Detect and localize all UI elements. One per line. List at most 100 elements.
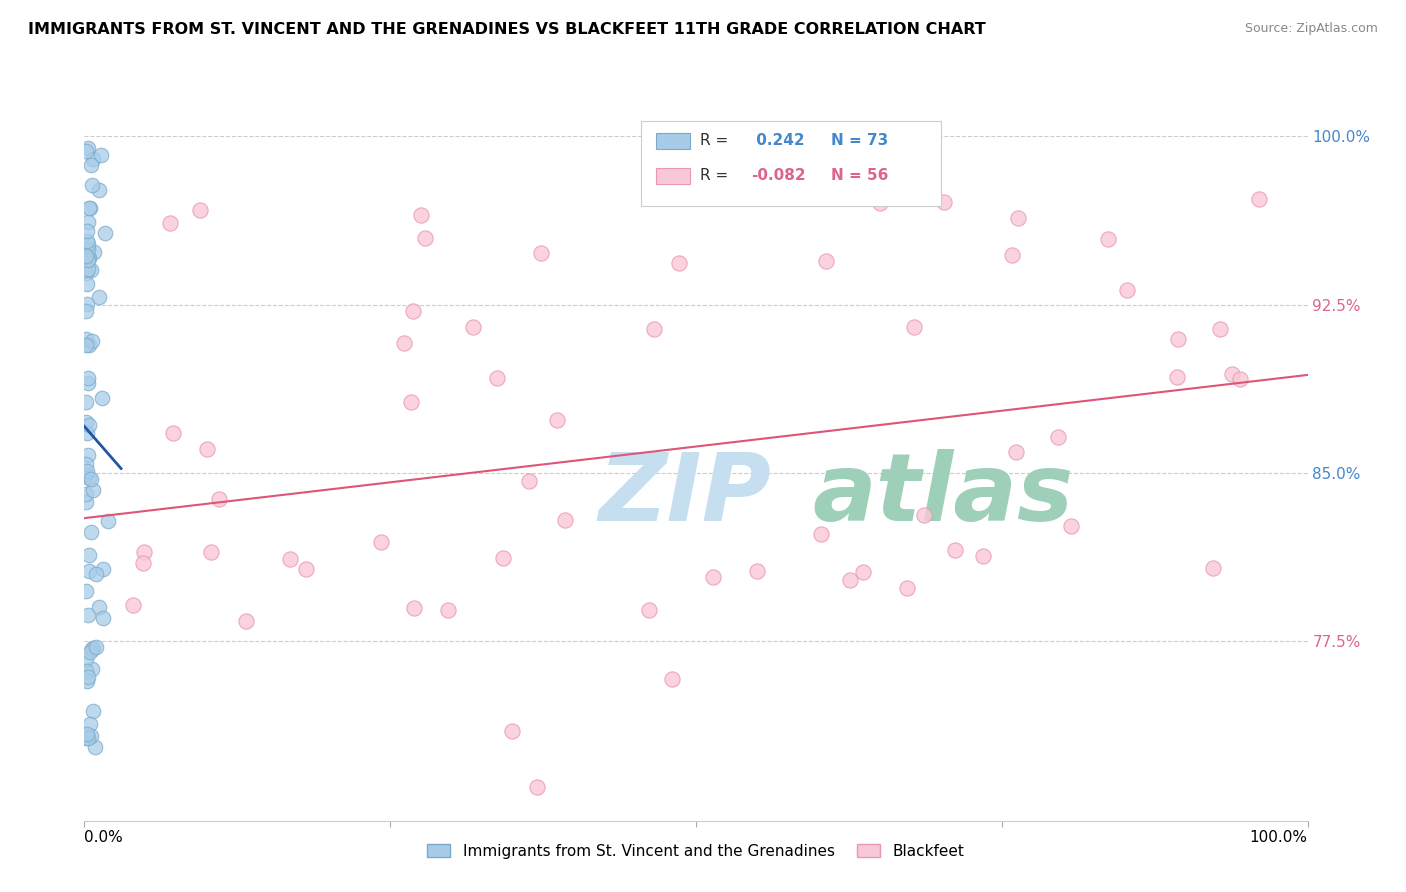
- Point: [76, 425, 98, 440]
- Point: [94, 226, 117, 240]
- Point: [409, 208, 432, 222]
- Point: [162, 425, 184, 440]
- FancyBboxPatch shape: [655, 133, 690, 149]
- Point: [75, 144, 97, 158]
- Point: [91, 562, 114, 576]
- Point: [80, 262, 103, 277]
- Point: [77, 548, 100, 562]
- Point: [1247, 192, 1270, 206]
- Point: [77, 376, 100, 390]
- Point: [80, 178, 103, 192]
- Point: [1060, 519, 1083, 533]
- Point: [838, 573, 860, 587]
- Point: [404, 601, 426, 615]
- Point: [502, 723, 524, 738]
- Point: [76, 253, 98, 268]
- Point: [97, 514, 120, 528]
- Text: R =: R =: [700, 133, 733, 148]
- Point: [1001, 247, 1024, 261]
- Point: [401, 395, 423, 409]
- Point: [77, 202, 100, 216]
- Point: [132, 556, 155, 570]
- Point: [84, 739, 107, 754]
- Point: [76, 297, 98, 311]
- Text: 0.0%: 0.0%: [84, 830, 124, 845]
- Point: [93, 611, 115, 625]
- Point: [526, 780, 548, 794]
- Point: [159, 216, 181, 230]
- Text: IMMIGRANTS FROM ST. VINCENT AND THE GRENADINES VS BLACKFEET 11TH GRADE CORRELATI: IMMIGRANTS FROM ST. VINCENT AND THE GREN…: [28, 22, 986, 37]
- Point: [76, 262, 98, 277]
- Text: ZIP: ZIP: [598, 449, 770, 541]
- Point: [91, 391, 114, 405]
- Point: [1229, 372, 1251, 386]
- Point: [77, 417, 100, 432]
- Point: [491, 551, 513, 566]
- Text: -0.082: -0.082: [751, 168, 806, 183]
- Point: [638, 602, 661, 616]
- Point: [370, 535, 392, 549]
- Point: [668, 255, 690, 269]
- Text: Source: ZipAtlas.com: Source: ZipAtlas.com: [1244, 22, 1378, 36]
- Point: [80, 642, 103, 657]
- Point: [972, 549, 994, 563]
- Point: [546, 413, 568, 427]
- Point: [702, 569, 724, 583]
- Point: [188, 203, 211, 218]
- Point: [87, 183, 110, 197]
- Text: R =: R =: [700, 168, 733, 183]
- Point: [87, 290, 110, 304]
- Point: [195, 442, 218, 456]
- Point: [75, 583, 97, 598]
- Point: [485, 371, 508, 385]
- Point: [75, 395, 97, 409]
- Point: [84, 640, 107, 655]
- Point: [75, 457, 97, 471]
- Point: [75, 415, 97, 429]
- Point: [413, 230, 436, 244]
- Point: [76, 234, 98, 248]
- Point: [1167, 332, 1189, 346]
- Point: [76, 277, 98, 291]
- Point: [1007, 211, 1029, 226]
- Point: [530, 246, 553, 260]
- Point: [75, 332, 97, 346]
- Point: [132, 545, 155, 559]
- Point: [903, 320, 925, 334]
- Point: [852, 566, 875, 580]
- Point: [295, 562, 318, 576]
- Point: [76, 671, 98, 685]
- Point: [77, 608, 100, 623]
- Point: [77, 338, 100, 352]
- Point: [87, 599, 110, 614]
- Point: [554, 512, 576, 526]
- Text: 0.242: 0.242: [751, 133, 804, 148]
- Point: [278, 552, 301, 566]
- Point: [82, 334, 104, 349]
- Point: [76, 224, 98, 238]
- Point: [82, 152, 104, 166]
- Point: [200, 544, 222, 558]
- Point: [1202, 561, 1225, 575]
- Point: [1166, 370, 1188, 384]
- Point: [77, 252, 100, 266]
- Point: [82, 662, 104, 676]
- Point: [82, 483, 104, 497]
- Point: [235, 614, 257, 628]
- Point: [79, 716, 101, 731]
- Point: [517, 474, 540, 488]
- Point: [75, 304, 97, 318]
- Point: [80, 158, 103, 172]
- Point: [1220, 367, 1243, 381]
- Text: N = 73: N = 73: [831, 133, 887, 148]
- Point: [79, 201, 101, 215]
- Point: [76, 215, 98, 229]
- Text: atlas: atlas: [813, 449, 1073, 541]
- Point: [643, 322, 665, 336]
- Point: [1046, 430, 1069, 444]
- Point: [75, 731, 97, 745]
- Point: [76, 673, 98, 688]
- Point: [1097, 232, 1119, 246]
- Point: [76, 727, 98, 741]
- Legend: Immigrants from St. Vincent and the Grenadines, Blackfeet: Immigrants from St. Vincent and the Gren…: [422, 838, 970, 865]
